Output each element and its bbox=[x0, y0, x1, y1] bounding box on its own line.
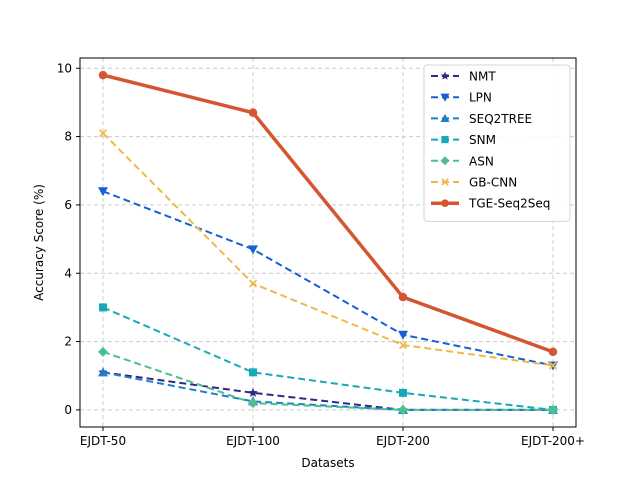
diamond-marker bbox=[548, 404, 558, 415]
square-marker bbox=[441, 136, 449, 144]
y-axis-title: Accuracy Score (%) bbox=[32, 184, 46, 301]
legend-label: GB-CNN bbox=[469, 176, 517, 190]
x-marker bbox=[398, 340, 408, 350]
y-tick-label: 6 bbox=[64, 198, 72, 212]
x-tick-label: EJDT-200+ bbox=[521, 434, 585, 448]
legend-item: ASN bbox=[431, 154, 494, 168]
triangle-up-marker bbox=[98, 367, 108, 377]
diamond-marker bbox=[440, 156, 450, 166]
square-marker bbox=[399, 388, 407, 397]
star-marker bbox=[440, 71, 450, 80]
diamond-marker bbox=[98, 346, 108, 357]
circle-marker bbox=[441, 199, 449, 208]
star-marker bbox=[248, 387, 258, 397]
x-marker bbox=[548, 361, 558, 370]
legend-label: NMT bbox=[469, 70, 496, 84]
y-tick-label: 8 bbox=[64, 130, 72, 144]
series-line bbox=[102, 73, 554, 354]
legend-item: SNM bbox=[431, 133, 496, 147]
series-line bbox=[102, 350, 553, 411]
y-tick-label: 10 bbox=[57, 61, 72, 75]
triangle-down-marker bbox=[98, 187, 108, 197]
triangle-up-marker bbox=[440, 113, 450, 122]
triangle-down-marker bbox=[248, 245, 258, 255]
x-marker bbox=[98, 129, 108, 138]
diamond-marker bbox=[248, 398, 258, 409]
x-tick-label: EJDT-200 bbox=[376, 434, 430, 448]
legend-item: NMT bbox=[431, 70, 496, 84]
series-tge-seq2seq bbox=[98, 70, 558, 357]
triangle-down-marker bbox=[398, 330, 408, 340]
x-axis-title: Datasets bbox=[301, 456, 354, 470]
legend-item: TGE-Seq2Seq bbox=[431, 197, 550, 211]
legend-item: SEQ2TREE bbox=[431, 112, 532, 126]
ticks: EJDT-50 EJDT-100 EJDT-200 EJDT-200+ 0 2 4 6 8 10 bbox=[57, 61, 585, 448]
series-line bbox=[102, 371, 553, 411]
y-tick-label: 2 bbox=[64, 335, 72, 349]
series-asn bbox=[98, 346, 558, 415]
legend-label: SEQ2TREE bbox=[469, 112, 532, 126]
plot-frame bbox=[79, 57, 577, 428]
square-marker bbox=[249, 368, 257, 377]
x-tick-label: EJDT-50 bbox=[80, 434, 126, 448]
x-marker bbox=[248, 279, 258, 288]
y-tick-label: 0 bbox=[64, 403, 72, 417]
x-tick-label: EJDT-100 bbox=[226, 434, 280, 448]
series-group bbox=[98, 70, 558, 415]
circle-marker bbox=[98, 70, 108, 80]
legend-box bbox=[423, 64, 571, 222]
x-marker bbox=[441, 178, 449, 186]
legend-label: LPN bbox=[469, 91, 492, 105]
legend-label: TGE-Seq2Seq bbox=[468, 197, 550, 211]
circle-marker bbox=[398, 292, 408, 302]
legend-label: ASN bbox=[469, 154, 494, 168]
series-line bbox=[102, 190, 554, 367]
circle-marker bbox=[248, 108, 258, 117]
triangle-down-marker bbox=[440, 93, 450, 102]
legend: NMT LPN SEQ2TREE SNM ASN GB-CNN TGE-Seq2Seq bbox=[423, 64, 571, 222]
legend-item: GB-CNN bbox=[431, 176, 517, 190]
legend-item: LPN bbox=[431, 91, 492, 105]
series-gb-cnn bbox=[98, 129, 558, 370]
legend-label: SNM bbox=[469, 133, 496, 147]
diamond-marker bbox=[398, 404, 408, 415]
y-tick-label: 4 bbox=[64, 266, 72, 280]
series-line bbox=[102, 306, 554, 411]
square-marker bbox=[99, 303, 107, 312]
circle-marker bbox=[548, 347, 558, 357]
